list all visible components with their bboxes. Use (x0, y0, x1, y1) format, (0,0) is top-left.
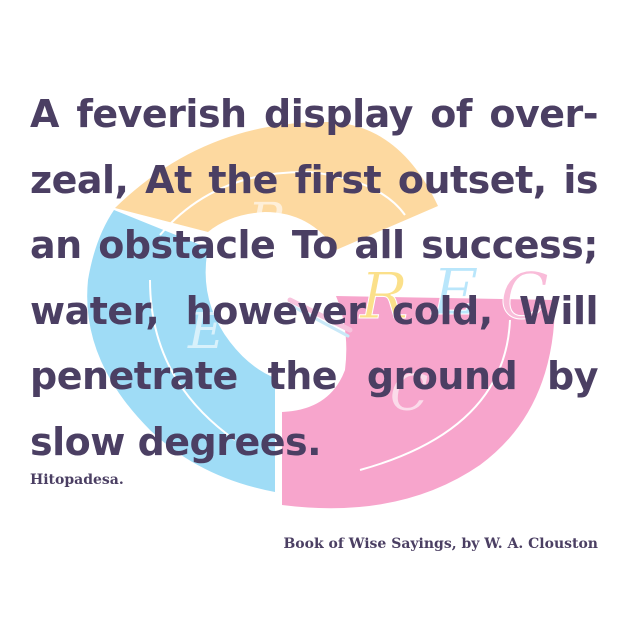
logo-inner-ring (159, 170, 406, 236)
logo-letter-e: E (431, 256, 479, 330)
logo-letter-r: R (359, 260, 408, 334)
logo-letter-c: C (500, 260, 549, 334)
quote-attribution: Hitopadesa. (30, 472, 124, 488)
svg-text:R: R (247, 192, 286, 250)
logo-inner-ring-right (359, 319, 511, 471)
source-credit: Book of Wise Sayings, by W. A. Clouston (283, 536, 598, 552)
logo-orange-segment (115, 121, 438, 250)
logo-inner-ring-left (149, 279, 236, 441)
logo-blue-segment (87, 210, 275, 492)
logo-streak (287, 297, 353, 333)
quote-text: A feverish display of over-zeal, At the … (30, 92, 599, 464)
logo-pink-segment (282, 296, 555, 509)
svg-text:C: C (390, 364, 428, 422)
svg-text:E: E (187, 302, 225, 360)
